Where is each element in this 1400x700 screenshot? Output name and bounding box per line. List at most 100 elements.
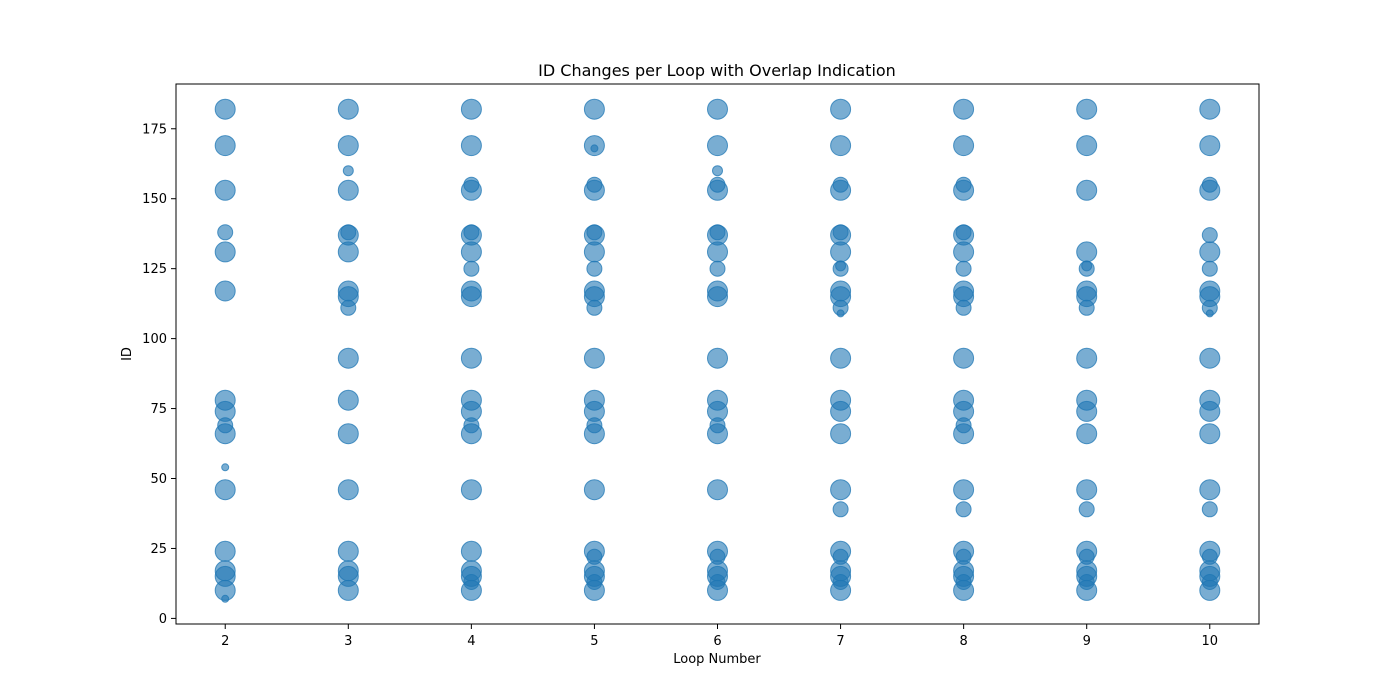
data-point — [830, 98, 852, 120]
data-point — [953, 135, 975, 157]
data-point — [214, 540, 236, 562]
data-point — [583, 241, 605, 263]
x-tick-label: 3 — [344, 634, 352, 649]
y-axis-label: ID — [120, 347, 135, 361]
data-point — [953, 98, 975, 120]
data-point — [460, 179, 482, 201]
y-tick-label: 175 — [142, 122, 167, 137]
data-point — [583, 347, 605, 369]
data-point — [953, 423, 975, 445]
data-point — [953, 179, 975, 201]
data-point — [460, 423, 482, 445]
data-point — [1076, 400, 1098, 422]
data-point — [1205, 309, 1214, 318]
x-tick-label: 8 — [959, 634, 967, 649]
data-point — [707, 179, 728, 201]
data-point — [1076, 423, 1098, 445]
data-point — [583, 579, 605, 601]
data-point — [955, 299, 972, 316]
data-point — [955, 501, 972, 518]
data-point — [830, 400, 852, 422]
data-point — [337, 579, 359, 601]
data-point — [1076, 98, 1098, 120]
x-tick-label: 10 — [1201, 634, 1218, 649]
x-axis-ticks: 2 3 4 5 6 7 8 9 10 — [221, 624, 1218, 649]
data-point — [1199, 241, 1221, 263]
data-point — [586, 299, 603, 316]
data-point — [830, 179, 852, 201]
data-point — [830, 241, 852, 263]
data-point — [1076, 135, 1098, 157]
y-tick-label: 100 — [142, 332, 167, 347]
y-axis-ticks: 0 25 50 75 100 125 150 175 — [142, 122, 176, 627]
data-point — [953, 479, 975, 501]
data-point — [830, 579, 852, 601]
data-point — [1199, 347, 1221, 369]
data-point — [707, 347, 728, 369]
data-point — [221, 463, 230, 472]
data-point — [1199, 479, 1221, 501]
data-point — [460, 241, 482, 263]
data-point — [1076, 241, 1098, 263]
data-point — [832, 501, 849, 518]
data-point — [1199, 135, 1221, 157]
data-point — [832, 260, 849, 277]
data-point — [337, 179, 359, 201]
data-point — [460, 98, 482, 120]
y-tick-label: 150 — [142, 192, 167, 207]
data-point — [830, 423, 852, 445]
data-point — [953, 579, 975, 601]
data-point — [337, 98, 359, 120]
y-tick-label: 125 — [142, 262, 167, 277]
data-point — [460, 347, 482, 369]
data-point — [214, 479, 236, 501]
data-point — [214, 280, 236, 302]
data-point — [221, 594, 230, 603]
data-point — [707, 579, 728, 601]
data-point — [214, 179, 236, 201]
data-point — [830, 135, 852, 157]
data-point — [460, 286, 482, 308]
data-point — [1076, 347, 1098, 369]
data-point — [583, 479, 605, 501]
data-point — [709, 260, 726, 277]
data-point — [583, 423, 605, 445]
data-point — [1199, 98, 1221, 120]
data-point — [1076, 179, 1098, 201]
data-point — [1201, 260, 1218, 277]
data-point — [1076, 579, 1098, 601]
data-point — [217, 224, 234, 241]
data-point — [707, 423, 728, 445]
data-point — [707, 135, 728, 157]
x-tick-label: 9 — [1083, 634, 1091, 649]
data-point — [340, 299, 357, 316]
data-point — [953, 347, 975, 369]
data-point — [214, 241, 236, 263]
y-tick-label: 25 — [150, 542, 167, 557]
data-point — [1076, 479, 1098, 501]
y-tick-label: 75 — [150, 402, 167, 417]
data-point — [953, 241, 975, 263]
data-point — [1201, 227, 1218, 244]
data-point — [460, 579, 482, 601]
data-point — [836, 309, 845, 318]
data-point — [583, 98, 605, 120]
x-axis-label: Loop Number — [673, 652, 761, 667]
data-point — [707, 98, 728, 120]
y-tick-label: 50 — [150, 472, 167, 487]
data-point — [712, 165, 723, 177]
data-point — [707, 241, 728, 263]
data-point — [460, 135, 482, 157]
data-point — [707, 286, 728, 308]
data-point — [337, 389, 359, 411]
x-tick-label: 4 — [467, 634, 475, 649]
data-point — [337, 423, 359, 445]
data-point — [460, 479, 482, 501]
data-point — [337, 241, 359, 263]
data-point — [1199, 579, 1221, 601]
data-point — [1199, 179, 1221, 201]
data-point — [214, 423, 236, 445]
data-point — [830, 479, 852, 501]
data-point — [830, 347, 852, 369]
